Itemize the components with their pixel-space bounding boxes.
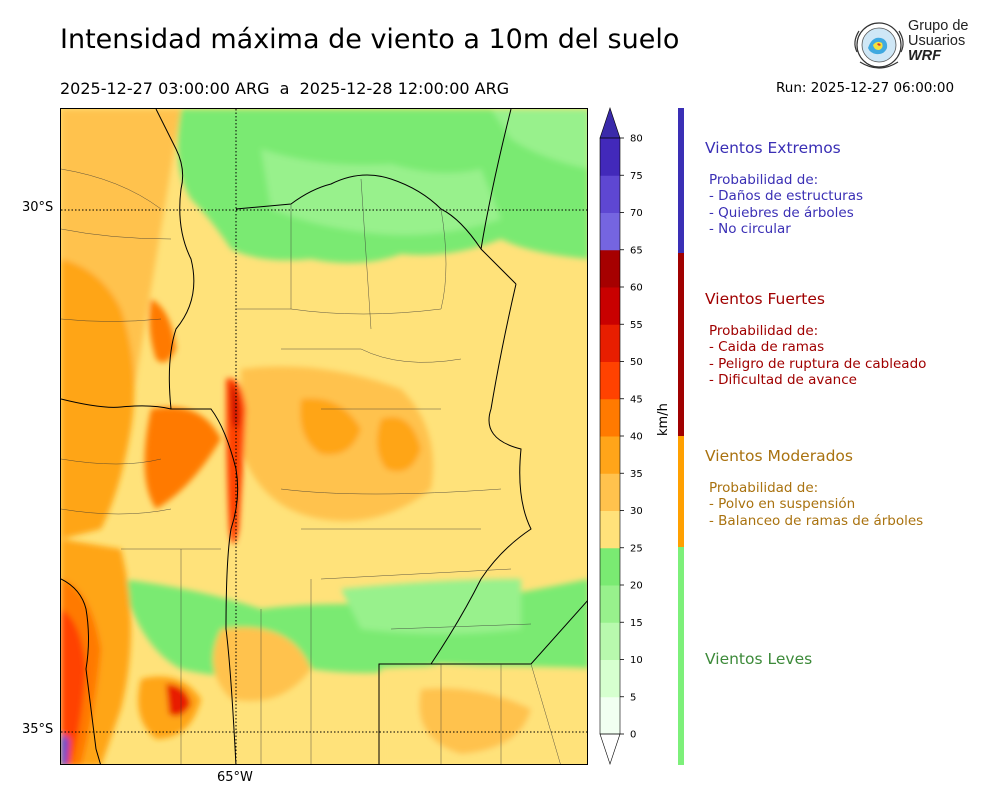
colorbar-tick-label: 60: [630, 283, 643, 294]
colorbar-tick-label: 10: [630, 655, 643, 666]
colorbar-swatch: [600, 659, 620, 698]
colorbar-tick-label: 75: [630, 171, 643, 182]
colorbar-tick-label: 35: [630, 469, 643, 480]
lat-label-30s: 30°S: [22, 200, 54, 215]
valid-period: 2025-12-27 03:00:00 ARG a 2025-12-28 12:…: [60, 79, 510, 98]
legend-category-description: Probabilidad de: - Daños de estructuras …: [709, 172, 864, 237]
colorbar-swatch: [600, 622, 620, 660]
colorbar-extend-min: [599, 733, 621, 765]
colorbar-swatch: [600, 398, 620, 437]
colorbar-swatch: [600, 287, 620, 325]
colorbar-tick-label: 55: [630, 320, 643, 331]
legend-category-title: Vientos Leves: [705, 650, 813, 668]
logo-text: Grupo de Usuarios WRF: [908, 18, 969, 64]
colorbar-tick-label: 20: [630, 581, 643, 592]
colorbar-tick-label: 5: [630, 692, 636, 703]
legend-category-description: Probabilidad de: - Polvo en suspensión -…: [709, 480, 924, 529]
legend-bar: [678, 547, 684, 765]
legend-category-title: Vientos Moderados: [705, 447, 853, 465]
colorbar-swatch: [600, 585, 620, 623]
colorbar-extend-max: [599, 107, 621, 139]
colorbar-tick-label: 40: [630, 432, 643, 443]
colorbar-swatch: [600, 696, 620, 735]
legend-bar: [678, 253, 684, 436]
colorbar-tick-label: 30: [630, 506, 643, 517]
lat-label-35s: 35°S: [22, 722, 54, 737]
colorbar-swatch: [600, 547, 620, 586]
colorbar-swatch: [600, 138, 620, 176]
colorbar: 0 5 10 15 20 25 30 35 40 45 50 55 60 65 70 75 80: [599, 107, 643, 765]
colorbar-unit: km/h: [656, 403, 671, 436]
chart-title: Intensidad máxima de viento a 10m del su…: [60, 24, 680, 55]
colorbar-swatch: [600, 510, 620, 549]
colorbar-tick-label: 25: [630, 543, 643, 554]
colorbar-tick-label: 50: [630, 357, 643, 368]
legend-bar: [678, 436, 684, 547]
colorbar-tick-label: 80: [630, 134, 643, 145]
legend-category-title: Vientos Extremos: [705, 139, 841, 157]
wind-map: [60, 108, 588, 765]
legend-bar: [678, 108, 684, 253]
wind-field: [61, 109, 587, 764]
wrf-logo-icon: [854, 22, 904, 69]
colorbar-tick-label: 65: [630, 245, 643, 256]
colorbar-swatch: [600, 212, 620, 251]
legend-category-title: Vientos Fuertes: [705, 290, 825, 308]
colorbar-tick-label: 0: [630, 730, 636, 741]
colorbar-swatch: [600, 436, 620, 474]
colorbar-swatch: [600, 473, 620, 511]
run-time: Run: 2025-12-27 06:00:00: [776, 80, 955, 96]
colorbar-swatch: [600, 361, 620, 400]
colorbar-tick-label: 70: [630, 208, 643, 219]
lon-label-65w: 65°W: [217, 770, 253, 785]
colorbar-swatch: [600, 249, 620, 288]
colorbar-tick-label: 45: [630, 394, 643, 405]
colorbar-tick-label: 15: [630, 618, 643, 629]
colorbar-swatch: [600, 324, 620, 362]
legend-category-description: Probabilidad de: - Caida de ramas - Peli…: [709, 323, 927, 388]
colorbar-swatch: [600, 175, 620, 213]
